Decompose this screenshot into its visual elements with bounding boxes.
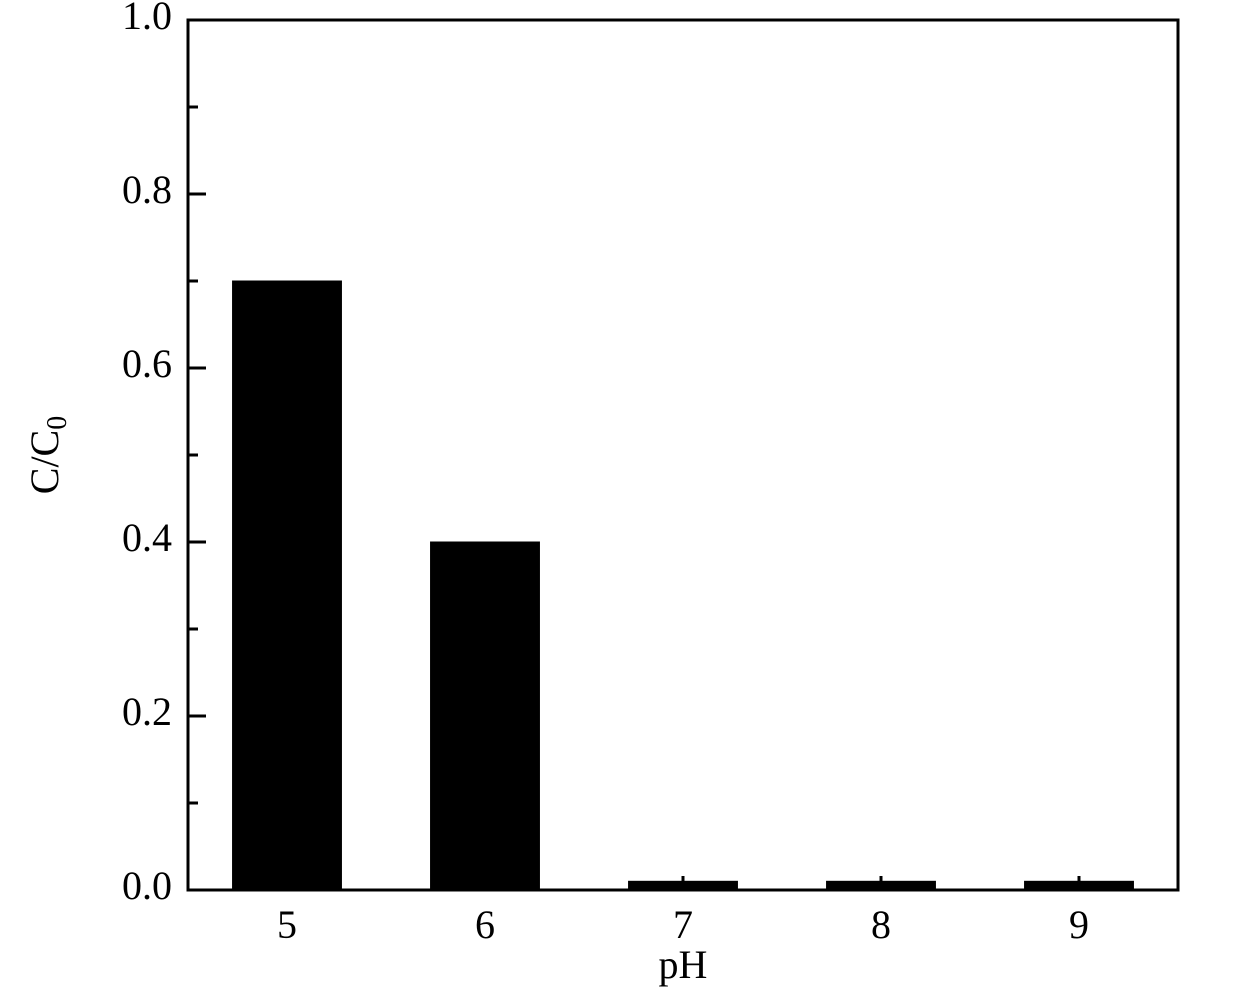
y-tick-label: 0.0 (122, 863, 172, 908)
y-tick-label: 0.4 (122, 515, 172, 560)
y-tick-label: 0.6 (122, 341, 172, 386)
x-tick-label: 6 (475, 902, 495, 947)
x-tick-label: 5 (277, 902, 297, 947)
x-tick-label: 7 (673, 902, 693, 947)
bar (431, 542, 540, 890)
x-tick-label: 9 (1069, 902, 1089, 947)
y-tick-label: 0.8 (122, 167, 172, 212)
chart-svg: 0.00.20.40.60.81.056789pHC/C0 (0, 0, 1240, 1008)
x-tick-label: 8 (871, 902, 891, 947)
y-tick-label: 1.0 (122, 0, 172, 38)
bar-chart: 0.00.20.40.60.81.056789pHC/C0 (0, 0, 1240, 1008)
x-axis-label: pH (659, 942, 708, 987)
bar (233, 281, 342, 890)
y-tick-label: 0.2 (122, 689, 172, 734)
